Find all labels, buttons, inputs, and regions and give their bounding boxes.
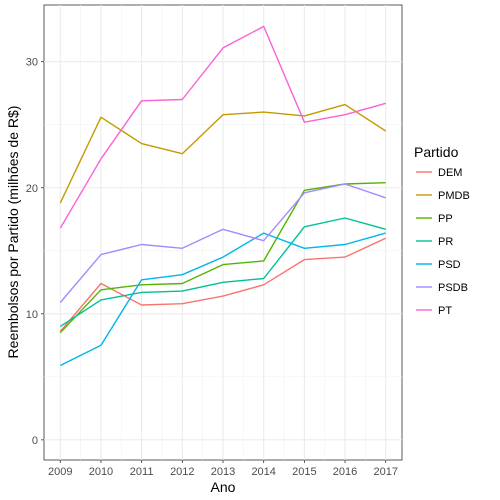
x-tick-label: 2014 — [251, 466, 275, 478]
x-axis-ticks: 2009 2010 2011 2012 2013 2014 2015 2016 2017 — [48, 460, 398, 478]
x-tick-label: 2012 — [170, 466, 194, 478]
y-tick-label: 30 — [26, 57, 38, 69]
series-line-pp — [59, 182, 386, 334]
x-tick-label: 2017 — [373, 466, 397, 478]
legend-label-dem: DEM — [438, 167, 462, 179]
legend-label-pr: PR — [438, 236, 453, 248]
legend-label-pt: PT — [438, 305, 452, 317]
series-line-pt — [59, 25, 386, 229]
legend: DEM PMDB PP PR PSD PSDB PT — [416, 167, 470, 317]
y-axis-ticks: 0 10 20 30 — [26, 57, 44, 447]
x-tick-label: 2013 — [211, 466, 235, 478]
legend-label-pp: PP — [438, 213, 453, 225]
y-tick-label: 20 — [26, 183, 38, 195]
series-line-pmdb — [59, 103, 387, 204]
x-tick-label: 2009 — [48, 466, 72, 478]
x-tick-label: 2016 — [333, 466, 357, 478]
y-tick-label: 10 — [26, 309, 38, 321]
y-axis-title: Reembolsos por Partido (milhões de R$) — [5, 106, 21, 359]
grid — [44, 5, 402, 460]
legend-label-pmdb: PMDB — [438, 190, 470, 202]
series-line-psdb — [59, 183, 386, 303]
legend-title: Partido — [414, 144, 459, 160]
series-line-psd — [59, 232, 386, 367]
x-tick-label: 2010 — [89, 466, 113, 478]
series-lines — [59, 25, 387, 367]
series-line-pr — [59, 217, 386, 327]
legend-label-psd: PSD — [438, 259, 461, 271]
y-tick-label: 0 — [32, 435, 38, 447]
x-tick-label: 2015 — [292, 466, 316, 478]
series-line-dem — [59, 237, 386, 332]
x-tick-label: 2011 — [130, 466, 154, 478]
x-axis-title: Ano — [211, 479, 236, 495]
legend-label-psdb: PSDB — [438, 282, 468, 294]
